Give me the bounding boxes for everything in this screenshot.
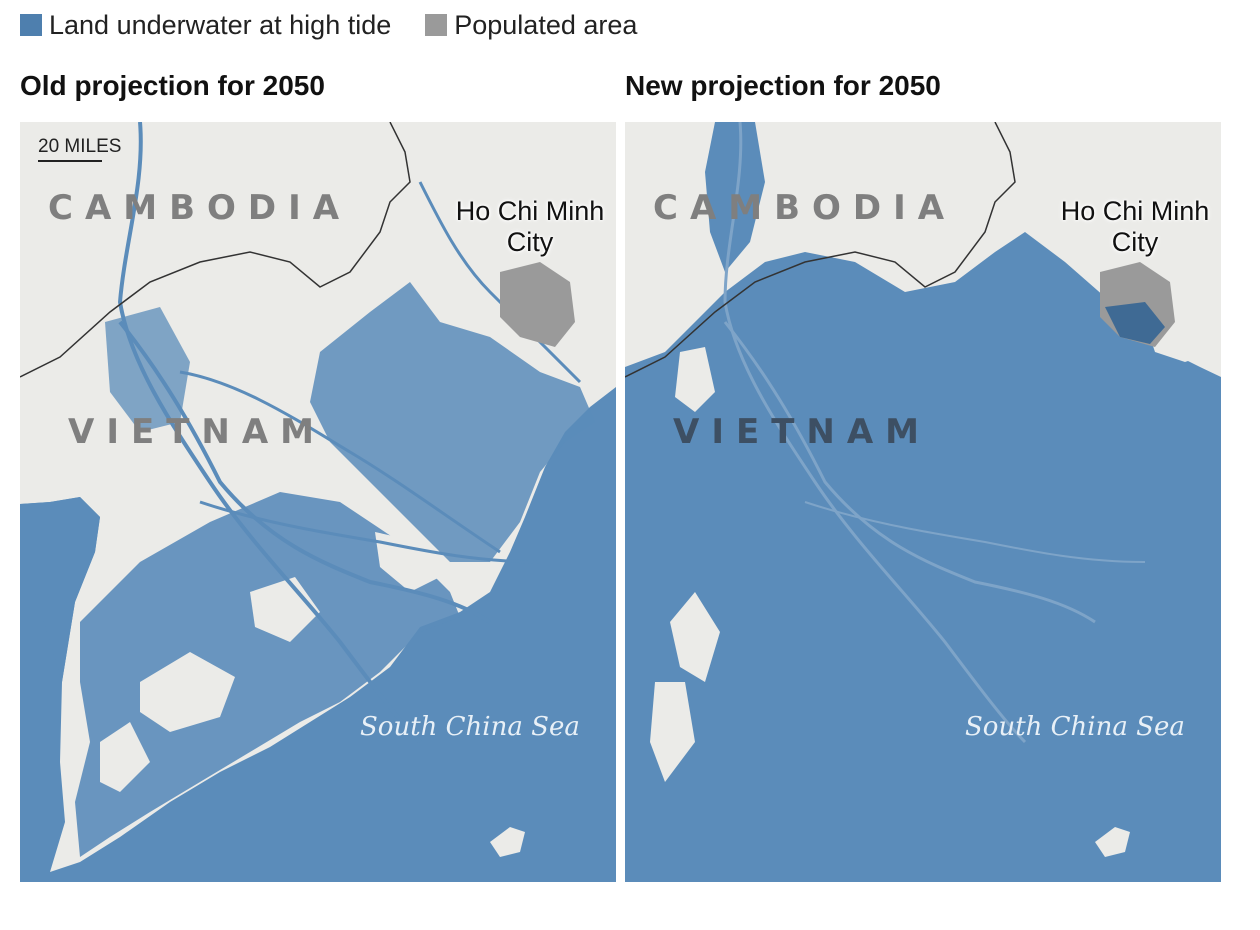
mekong-river xyxy=(117,122,422,744)
legend-swatch-populated xyxy=(425,14,448,36)
label-south-china-sea: South China Sea xyxy=(965,712,1185,742)
saigon-river xyxy=(418,181,582,384)
dry-land-patch xyxy=(100,722,150,792)
label-vietnam: VIETNAM xyxy=(68,412,326,452)
cambodia-vietnam-border xyxy=(20,122,411,378)
new-map-graphic xyxy=(625,122,1221,882)
dry-land-patch xyxy=(650,682,695,782)
mekong-river xyxy=(723,122,1027,744)
legend-label-underwater: Land underwater at high tide xyxy=(49,9,392,40)
bassac-river xyxy=(723,321,1096,624)
dry-land-patch xyxy=(140,652,235,732)
flooded-area-west xyxy=(105,307,190,432)
new-projection-title: New projection for 2050 xyxy=(625,70,941,101)
label-ho-chi-minh-city: Ho Chi Minh City xyxy=(1060,196,1210,257)
dry-land-patch xyxy=(675,347,715,412)
cambodia-vietnam-border xyxy=(625,122,1016,378)
dry-land-patch xyxy=(250,577,320,642)
label-ho-chi-minh-city: Ho Chi Minh City xyxy=(455,196,605,257)
new-projection-map: CAMBODIA VIETNAM Ho Chi Minh City South … xyxy=(625,122,1221,882)
scale-line xyxy=(38,160,102,162)
river-branch xyxy=(179,370,501,554)
populated-area-hcmc xyxy=(500,262,575,347)
flooded-area-southwest xyxy=(75,492,460,857)
old-projection-title: Old projection for 2050 xyxy=(20,70,325,101)
label-south-china-sea: South China Sea xyxy=(360,712,580,742)
dry-land-patch xyxy=(670,592,720,682)
land-mass xyxy=(625,122,1221,377)
river-branch xyxy=(804,501,1146,563)
legend-item-underwater: Land underwater at high tide xyxy=(20,10,391,41)
map-legend: Land underwater at high tide Populated a… xyxy=(20,6,671,44)
old-projection-map: 20 MILES CAMBODIA VIETNAM Ho Chi Minh Ci… xyxy=(20,122,616,882)
legend-swatch-underwater xyxy=(20,14,42,36)
coastal-inlet xyxy=(20,497,100,682)
river-branch xyxy=(199,500,541,564)
legend-label-populated: Populated area xyxy=(454,9,638,40)
offshore-island xyxy=(490,827,525,857)
flooded-populated-area xyxy=(1105,302,1165,344)
legend-item-populated: Populated area xyxy=(425,10,637,41)
scale-bar: 20 MILES xyxy=(38,136,121,162)
flooded-area-east xyxy=(310,282,595,562)
dry-land-patch xyxy=(375,532,440,592)
label-cambodia: CAMBODIA xyxy=(48,188,352,228)
label-vietnam: VIETNAM xyxy=(673,412,931,452)
label-cambodia: CAMBODIA xyxy=(653,188,957,228)
scale-label: 20 MILES xyxy=(38,136,122,157)
old-map-graphic xyxy=(20,122,616,882)
offshore-island xyxy=(1095,827,1130,857)
bassac-river xyxy=(118,320,492,624)
